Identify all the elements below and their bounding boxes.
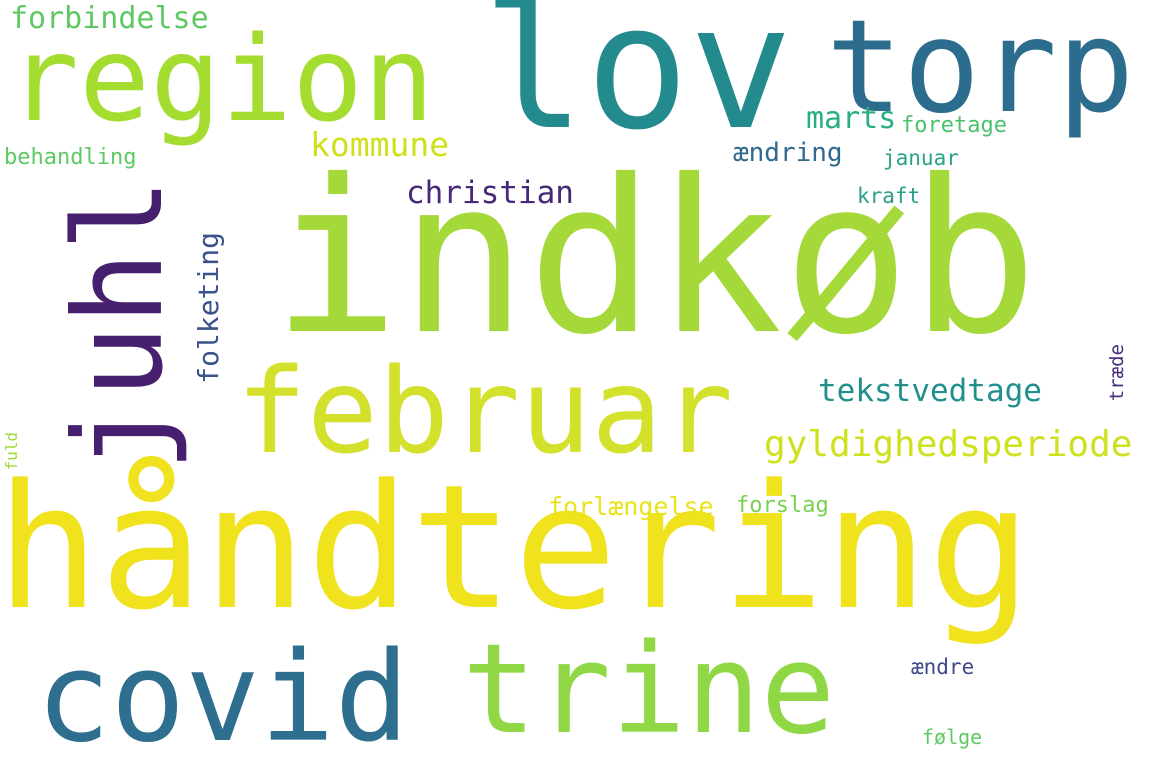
word-forbindelse: forbindelse <box>10 1 209 36</box>
word-folketing: folketing <box>192 232 225 384</box>
word-region: region <box>8 10 435 148</box>
word-tekstvedtage: tekstvedtage <box>818 373 1042 409</box>
word-kraft: kraft <box>857 184 921 208</box>
word-foretage: foretage <box>901 113 1007 138</box>
word-lov: lov <box>482 0 793 168</box>
word-januar: januar <box>883 146 959 170</box>
word-kommune: kommune <box>310 125 450 164</box>
word-christian: christian <box>406 175 574 211</box>
word-forlaengelse: forlængelse <box>548 492 714 521</box>
word-aendring: ændring <box>733 138 843 168</box>
word-indkob: indkøb <box>272 134 1038 381</box>
word-trine: trine <box>462 618 836 762</box>
word-aendre: ændre <box>911 655 975 679</box>
word-juhl: juhl <box>48 178 190 472</box>
word-forslag: forslag <box>736 493 829 518</box>
word-fuld: fuld <box>2 432 21 471</box>
word-folge: følge <box>922 725 983 749</box>
word-covid: covid <box>36 626 410 770</box>
word-februar: februar <box>236 342 734 480</box>
word-marts: marts <box>806 101 897 136</box>
word-behandling: behandling <box>4 145 137 170</box>
word-gyldighedsperiode: gyldighedsperiode <box>764 424 1133 465</box>
word-traede: træde <box>1106 344 1128 402</box>
word-handtering: håndtering <box>0 447 1032 648</box>
word-torp: torp <box>826 0 1135 142</box>
